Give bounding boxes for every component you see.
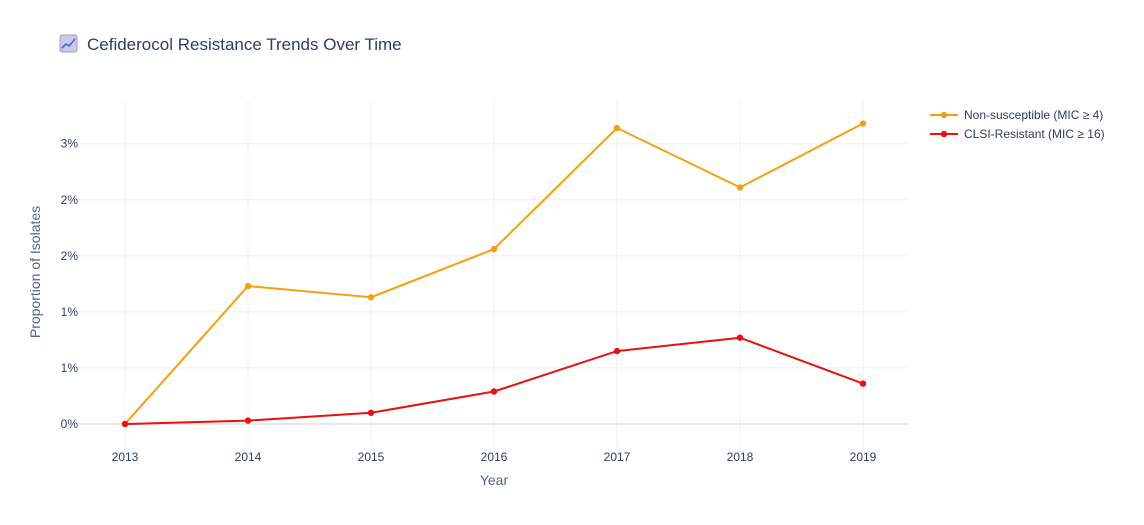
data-point[interactable] <box>244 282 252 290</box>
legend-item-2[interactable]: CLSI-Resistant (MIC ≥ 16) <box>930 127 1105 141</box>
x-tick-label: 2013 <box>112 450 139 464</box>
data-point[interactable] <box>244 417 252 424</box>
legend-label: CLSI-Resistant (MIC ≥ 16) <box>964 127 1105 141</box>
y-tick-label: 0% <box>61 417 79 431</box>
legend: Non-susceptible (MIC ≥ 4) CLSI-Resistant … <box>930 108 1105 141</box>
x-axis-ticks: 2013 2014 2015 2016 2017 2018 2019 <box>112 450 877 464</box>
grid-layer <box>80 100 908 452</box>
data-point[interactable] <box>736 334 744 341</box>
x-tick-label: 2019 <box>850 450 877 464</box>
y-tick-label: 1% <box>61 361 79 375</box>
data-point[interactable] <box>367 409 375 416</box>
legend-marker <box>940 111 948 119</box>
chart-title-group: Cefiderocol Resistance Trends Over Time <box>59 34 402 54</box>
data-point[interactable] <box>613 124 621 132</box>
x-tick-label: 2018 <box>727 450 754 464</box>
data-point[interactable] <box>490 245 498 253</box>
x-tick-label: 2017 <box>604 450 631 464</box>
data-point[interactable] <box>736 184 744 191</box>
y-tick-label: 2% <box>61 193 79 207</box>
y-tick-label: 3% <box>61 137 79 151</box>
legend-marker <box>940 130 948 138</box>
data-point[interactable] <box>859 380 867 387</box>
y-tick-label: 1% <box>61 305 79 319</box>
chart-title: Cefiderocol Resistance Trends Over Time <box>87 35 402 54</box>
data-point[interactable] <box>613 347 621 355</box>
legend-label: Non-susceptible (MIC ≥ 4) <box>964 108 1103 122</box>
x-tick-label: 2016 <box>481 450 508 464</box>
chart-increasing-icon <box>59 34 78 53</box>
data-point[interactable] <box>367 294 375 301</box>
x-axis-title: Year <box>480 472 509 488</box>
y-axis-ticks: 0% 1% 1% 2% 2% 3% <box>61 137 79 431</box>
x-tick-label: 2014 <box>235 450 262 464</box>
data-point[interactable] <box>859 120 867 127</box>
series-layer <box>121 120 867 428</box>
y-tick-label: 2% <box>61 249 79 263</box>
x-tick-label: 2015 <box>358 450 385 464</box>
data-point[interactable] <box>121 420 129 428</box>
data-point[interactable] <box>490 388 498 395</box>
y-axis-title: Proportion of Isolates <box>27 206 43 338</box>
legend-item-1[interactable]: Non-susceptible (MIC ≥ 4) <box>930 108 1103 122</box>
